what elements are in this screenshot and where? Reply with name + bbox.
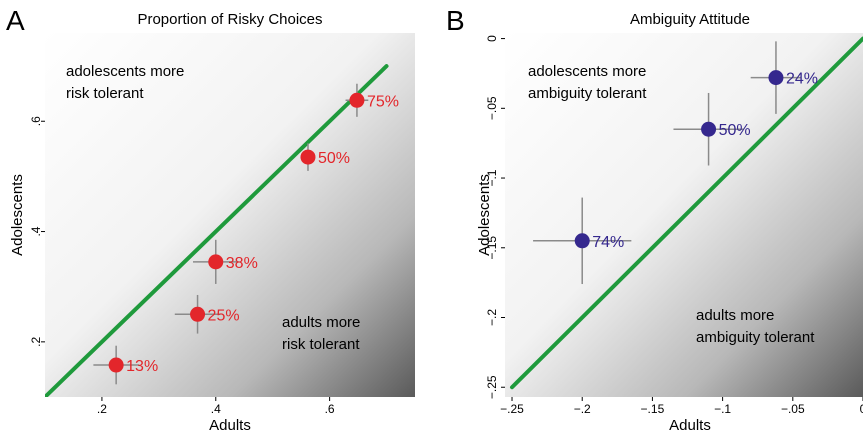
panel-b-y-tick-label: −.25 xyxy=(485,375,499,399)
panel-b-annotation-0-line-1: ambiguity tolerant xyxy=(528,85,647,102)
panel-b-data-point-2 xyxy=(768,70,784,86)
panel-a-y-tick-label: .2 xyxy=(29,337,43,347)
panel-a-annotation-0-line-1: risk tolerant xyxy=(66,85,144,102)
panel-b-data-point-1 xyxy=(701,121,717,137)
panel-b-x-tick-label: −.2 xyxy=(574,402,591,416)
panel-b-y-tick-label: −.2 xyxy=(485,309,499,326)
panel-a-data-label-2: 38% xyxy=(226,255,258,272)
panel-a-data-point-4 xyxy=(349,92,365,108)
panel-a-x-axis-label: Adults xyxy=(209,417,251,434)
panel-a-x-tick-label: .4 xyxy=(211,402,221,416)
panel-a-x-tick-label: .2 xyxy=(97,402,107,416)
panel-a: A Proportion of Risky Choices adolescent… xyxy=(6,5,415,434)
panel-a-data-label-1: 25% xyxy=(208,307,240,324)
panel-b-y-tick-label: −.05 xyxy=(485,96,499,120)
panel-a-annotation-1-line-1: risk tolerant xyxy=(282,336,360,353)
panel-b-y-tick-label: 0 xyxy=(485,35,499,42)
panel-b-y-tick-label: −.1 xyxy=(485,169,499,186)
panel-a-y-axis-label: Adolescents xyxy=(9,174,26,256)
panel-b: B Ambiguity Attitude adolescents more amb… xyxy=(446,5,863,434)
panel-b-x-tick-label: −.05 xyxy=(781,402,805,416)
panel-b-data-label-1: 50% xyxy=(719,122,751,139)
panel-a-data-label-0: 13% xyxy=(126,358,158,375)
panel-a-data-point-1 xyxy=(190,306,206,322)
panel-a-data-point-3 xyxy=(300,149,316,165)
panel-b-data-point-0 xyxy=(574,233,590,249)
panel-a-data-label-3: 50% xyxy=(318,150,350,167)
panel-b-letter: B xyxy=(446,5,465,36)
panel-b-y-tick-label: −.15 xyxy=(485,236,499,260)
panel-b-x-tick-label: −.25 xyxy=(500,402,524,416)
panel-b-annotation-1-line-0: adults more xyxy=(696,307,774,324)
panel-b-annotation-1-line-1: ambiguity tolerant xyxy=(696,329,815,346)
panel-b-title: Ambiguity Attitude xyxy=(630,11,750,28)
panel-a-identity-line xyxy=(45,64,389,397)
panel-a-y-tick-label: .6 xyxy=(29,116,43,126)
panel-b-identity-line xyxy=(510,36,863,390)
panel-b-data-label-2: 24% xyxy=(786,71,818,88)
panel-a-annotation-0-line-0: adolescents more xyxy=(66,63,184,80)
panel-a-data-point-0 xyxy=(108,357,124,373)
panel-b-x-tick-label: 0 xyxy=(860,402,863,416)
panel-b-x-tick-label: −.15 xyxy=(641,402,665,416)
panel-a-data-label-4: 75% xyxy=(367,93,399,110)
panel-a-letter: A xyxy=(6,5,25,36)
panel-b-y-axis-label: Adolescents xyxy=(476,174,493,256)
panel-b-x-axis-label: Adults xyxy=(669,417,711,434)
panel-a-title: Proportion of Risky Choices xyxy=(137,11,322,28)
panel-b-data-label-0: 74% xyxy=(592,234,624,251)
panel-a-annotation-1-line-0: adults more xyxy=(282,314,360,331)
panel-b-x-tick-label: −.1 xyxy=(714,402,731,416)
panel-a-y-tick-label: .4 xyxy=(29,226,43,236)
panel-a-x-tick-label: .6 xyxy=(325,402,335,416)
panel-a-data-point-2 xyxy=(208,254,224,270)
panel-b-annotation-0-line-0: adolescents more xyxy=(528,63,646,80)
